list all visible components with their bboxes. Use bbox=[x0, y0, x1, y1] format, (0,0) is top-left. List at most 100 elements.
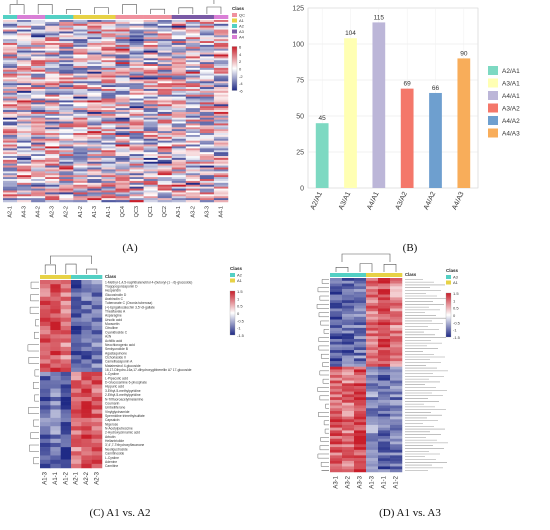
heatmap-cell bbox=[87, 108, 102, 111]
class-annotation-cell bbox=[60, 275, 72, 279]
heatmap-cell bbox=[59, 121, 74, 124]
heatmap-cell bbox=[171, 133, 187, 136]
heatmap-cell bbox=[378, 466, 391, 470]
heatmap-cell bbox=[157, 92, 172, 95]
heatmap-cell bbox=[366, 311, 379, 315]
heatmap-cell bbox=[115, 157, 130, 161]
legend-label: A4/A3 bbox=[502, 131, 520, 138]
heatmap-cell bbox=[330, 363, 343, 367]
heatmap-cell bbox=[45, 29, 60, 32]
heatmap-cell bbox=[101, 182, 116, 186]
column-label: A2-3 bbox=[50, 206, 56, 218]
heatmap-cell bbox=[129, 146, 144, 149]
heatmap-cell bbox=[143, 159, 158, 163]
heatmap-cell bbox=[73, 85, 88, 88]
bar-a4-a1 bbox=[372, 22, 386, 189]
heatmap-cell bbox=[73, 190, 88, 193]
heatmap-cell bbox=[87, 198, 102, 201]
heatmap-cell bbox=[157, 79, 172, 82]
heatmap-cell bbox=[31, 111, 46, 115]
heatmap-cell bbox=[59, 37, 74, 40]
heatmap-cell bbox=[73, 71, 88, 74]
heatmap-cell bbox=[50, 405, 61, 410]
heatmap-cell bbox=[71, 405, 82, 410]
heatmap-cell bbox=[342, 333, 355, 337]
heatmap-cell bbox=[71, 288, 82, 293]
heatmap-cell bbox=[115, 198, 130, 201]
heatmap-cell bbox=[40, 417, 51, 423]
heatmap-cell bbox=[17, 100, 32, 103]
heatmap-cell bbox=[366, 449, 379, 453]
heatmap-cell bbox=[3, 186, 18, 189]
heatmap-cell bbox=[71, 409, 82, 414]
heatmap-cell bbox=[73, 69, 88, 72]
heatmap-cell bbox=[101, 100, 116, 103]
heatmap-cell bbox=[101, 159, 116, 163]
heatmap-cell bbox=[213, 138, 229, 141]
heatmap-cell bbox=[378, 411, 391, 415]
heatmap-cell bbox=[129, 196, 144, 199]
heatmap-cell bbox=[73, 39, 88, 42]
row-label: Matairesinol 4-glucoside bbox=[105, 364, 141, 368]
heatmap-cell bbox=[73, 87, 88, 90]
heatmap-cell bbox=[60, 292, 72, 297]
heatmap-cell bbox=[157, 117, 172, 120]
heatmap-cell bbox=[73, 110, 88, 113]
heatmap-cell bbox=[59, 188, 74, 191]
heatmap-cell bbox=[87, 127, 102, 130]
heatmap-cell bbox=[213, 60, 229, 63]
heatmap-cell bbox=[31, 27, 46, 30]
heatmap-cell bbox=[81, 359, 92, 364]
heatmap-cell bbox=[101, 21, 116, 25]
heatmap-cell bbox=[330, 322, 343, 326]
heatmap-cell bbox=[157, 21, 172, 25]
heatmap-cell bbox=[81, 330, 92, 335]
heatmap-cell bbox=[31, 140, 46, 143]
column-label: A3-2 bbox=[190, 206, 196, 218]
heatmap-cell bbox=[31, 37, 46, 40]
heatmap-cell bbox=[59, 190, 74, 193]
heatmap-cell bbox=[3, 106, 18, 109]
heatmap-cell bbox=[354, 460, 367, 464]
heatmap-cell bbox=[71, 284, 82, 289]
heatmap-cell bbox=[213, 144, 229, 147]
heatmap-cell bbox=[171, 121, 187, 124]
heatmap-cell bbox=[101, 92, 116, 95]
heatmap-cell bbox=[71, 321, 82, 327]
heatmap-cell bbox=[87, 106, 102, 109]
heatmap-cell bbox=[101, 154, 116, 157]
heatmap-cell bbox=[171, 96, 187, 99]
heatmap-cell bbox=[330, 402, 343, 406]
heatmap-cell bbox=[157, 96, 172, 99]
heatmap-cell bbox=[73, 25, 88, 28]
heatmap-cell bbox=[342, 314, 355, 318]
dendrogram-branch bbox=[30, 294, 39, 302]
heatmap-cell bbox=[31, 142, 46, 145]
column-label: A1-3 bbox=[370, 475, 376, 488]
heatmap-cell bbox=[366, 460, 379, 464]
heatmap-cell bbox=[3, 88, 18, 92]
heatmap-cell bbox=[81, 417, 92, 423]
heatmap-cell bbox=[143, 190, 158, 193]
heatmap-cell bbox=[330, 430, 343, 434]
heatmap-cell bbox=[185, 94, 201, 97]
heatmap-cell bbox=[213, 148, 229, 151]
heatmap-cell bbox=[115, 148, 130, 151]
heatmap-cell bbox=[115, 48, 130, 51]
heatmap-cell bbox=[354, 375, 367, 379]
heatmap-cell bbox=[81, 367, 92, 373]
heatmap-cell bbox=[60, 334, 72, 339]
heatmap-cell bbox=[45, 104, 60, 107]
heatmap-cell bbox=[115, 39, 130, 42]
heatmap-cell bbox=[115, 129, 130, 132]
heatmap-cell bbox=[3, 94, 18, 97]
class-annotation-cell bbox=[366, 273, 379, 277]
heatmap-cell bbox=[50, 342, 61, 348]
heatmap-cell bbox=[366, 347, 379, 351]
heatmap-cell bbox=[199, 163, 215, 166]
heatmap-cell bbox=[87, 73, 102, 76]
heatmap-cell bbox=[40, 288, 51, 293]
heatmap-cell bbox=[73, 138, 88, 141]
heatmap-cell bbox=[378, 397, 391, 401]
heatmap-cell bbox=[143, 21, 158, 25]
